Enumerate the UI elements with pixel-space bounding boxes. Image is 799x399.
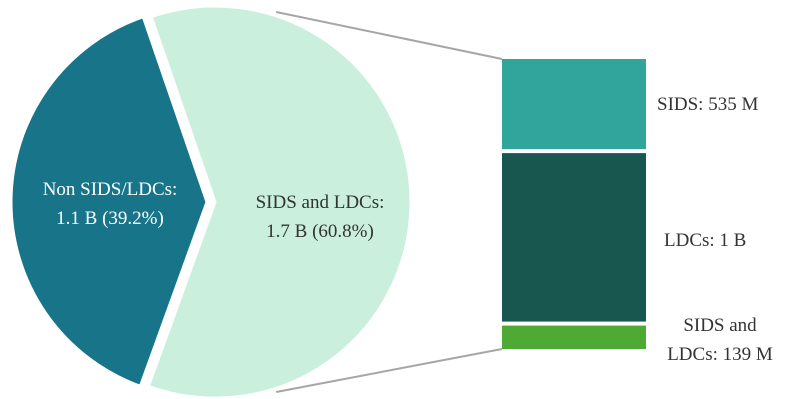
bar-label-ldcs: LDCs: 1 B xyxy=(664,230,746,251)
bar-segment-ldcs xyxy=(502,153,646,322)
pie-slice-sids-and-ldcs xyxy=(146,4,413,399)
pie-labels: Non SIDS/LDCs: 1.1 B (39.2%) SIDS and LD… xyxy=(43,179,385,242)
connector-line-top xyxy=(275,11,503,60)
bar-labels: SIDS: 535 M LDCs: 1 B SIDS and LDCs: 139… xyxy=(657,94,773,365)
bar-label-sids-ldcs-line1: SIDS and xyxy=(683,315,757,336)
connector-lines xyxy=(275,11,503,393)
stacked-bar xyxy=(502,59,646,349)
bar-label-sids: SIDS: 535 M xyxy=(657,94,758,115)
pie-label-non-sids-line1: Non SIDS/LDCs: xyxy=(43,179,178,200)
pie xyxy=(9,4,413,399)
connector-line-bottom xyxy=(276,348,503,393)
pie-slice-non-sids-ldcs xyxy=(9,14,209,389)
pie-label-sids-ldcs-line1: SIDS and LDCs: xyxy=(256,192,385,213)
bar-segment-sids xyxy=(502,59,646,150)
bar-label-sids-ldcs-line2: LDCs: 139 M xyxy=(667,344,773,365)
pie-label-sids-ldcs-line2: 1.7 B (60.8%) xyxy=(266,221,374,242)
bar-segment-sids-and-ldcs xyxy=(502,325,646,349)
pie-label-non-sids-line2: 1.1 B (39.2%) xyxy=(56,208,164,229)
